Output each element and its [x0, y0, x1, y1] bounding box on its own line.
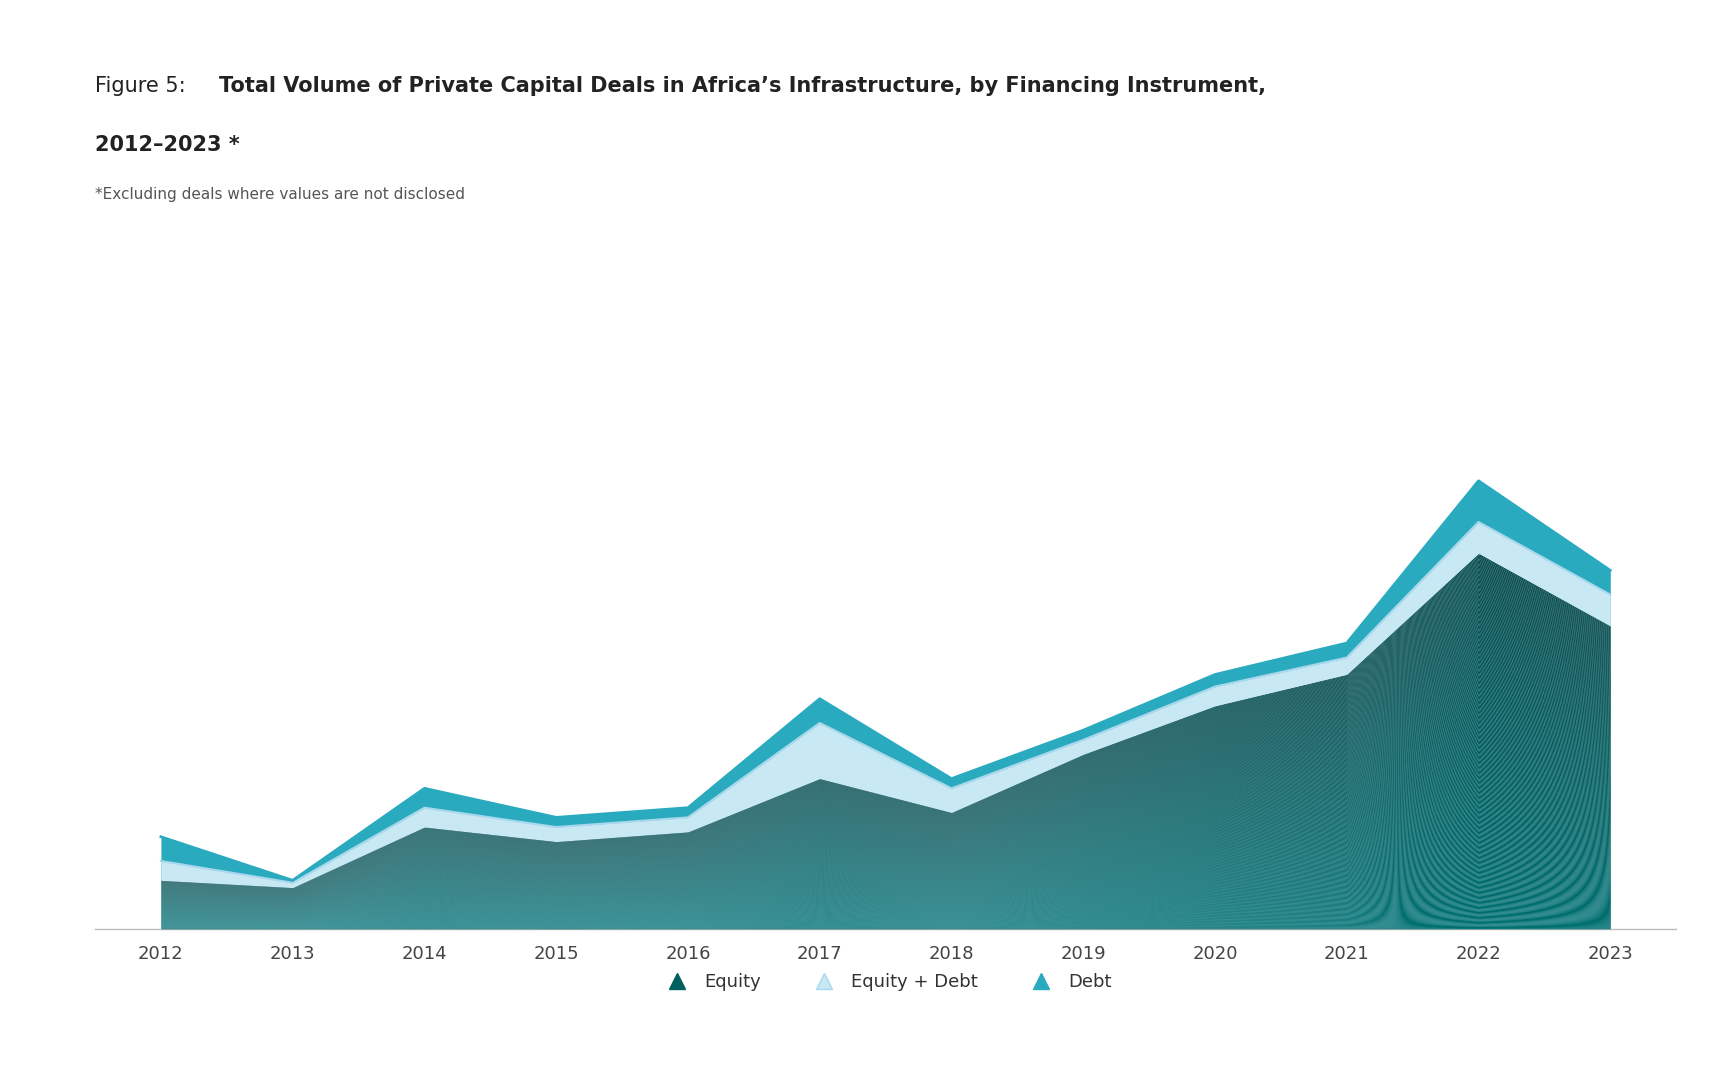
Legend: Equity, Equity + Debt, Debt: Equity, Equity + Debt, Debt — [651, 966, 1120, 998]
Text: *Excluding deals where values are not disclosed: *Excluding deals where values are not di… — [95, 187, 465, 202]
Text: 2012–2023 *: 2012–2023 * — [95, 135, 240, 156]
Text: Figure 5:: Figure 5: — [95, 76, 192, 96]
Text: Total Volume of Private Capital Deals in Africa’s Infrastructure, by Financing I: Total Volume of Private Capital Deals in… — [219, 76, 1267, 96]
